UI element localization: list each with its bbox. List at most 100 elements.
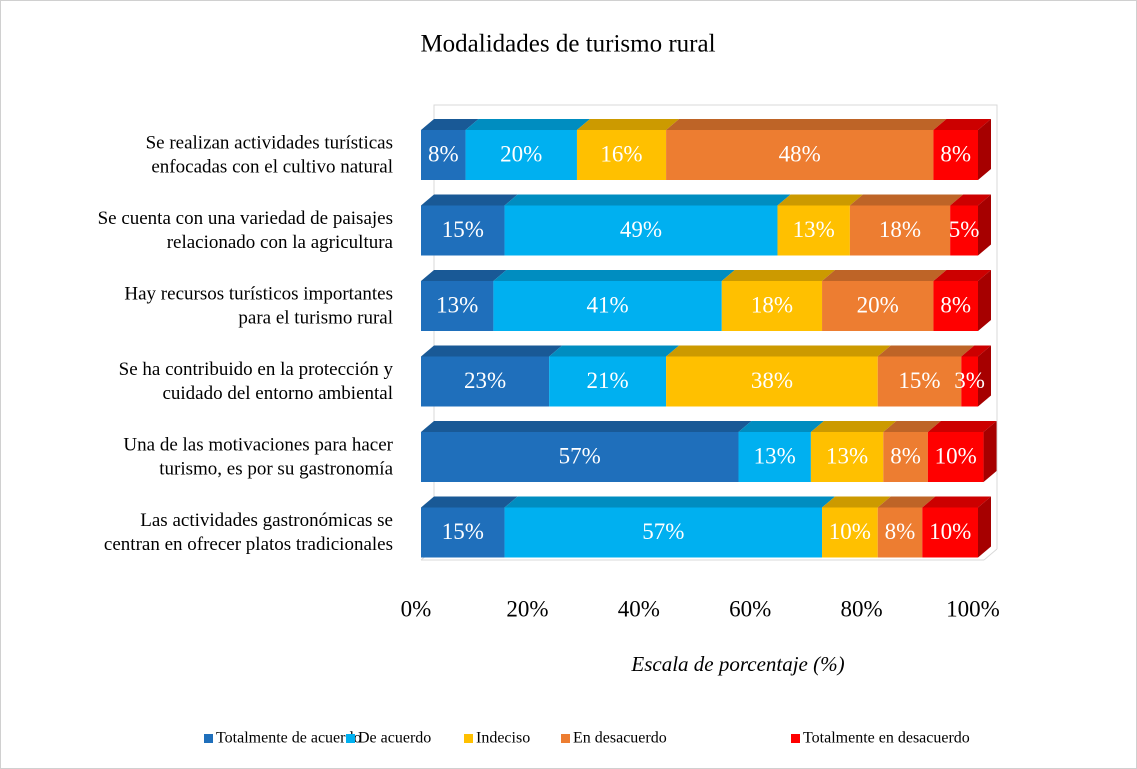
value-label: 10% xyxy=(929,519,971,544)
bar-top xyxy=(421,194,518,206)
bar xyxy=(738,432,811,482)
y-tick-label: Se cuenta con una variedad de paisajes xyxy=(98,208,393,229)
bar-top xyxy=(950,194,991,206)
y-tick-label: cuidado del entorno ambiental xyxy=(162,383,393,404)
value-label: 8% xyxy=(428,141,459,166)
bar xyxy=(822,281,934,331)
y-tick-label: turismo, es por su gastronomía xyxy=(159,458,393,479)
bar-side xyxy=(978,119,991,180)
bar-top xyxy=(576,119,680,130)
bar-top xyxy=(465,119,590,130)
legend-label: Totalmente de acuerdo xyxy=(216,730,361,747)
bar xyxy=(877,507,923,558)
value-label: 18% xyxy=(879,217,921,242)
bar-top xyxy=(822,496,891,508)
y-tick-label: relacionado con la agricultura xyxy=(167,232,394,253)
bar xyxy=(421,356,550,407)
chart-title: Modalidades de turismo rural xyxy=(420,31,715,58)
bar xyxy=(504,205,778,256)
y-tick-label: para el turismo rural xyxy=(238,307,393,328)
value-label: 15% xyxy=(442,519,484,544)
bar xyxy=(421,130,466,180)
legend-swatch xyxy=(561,734,570,743)
bar xyxy=(666,356,878,407)
bar xyxy=(493,281,722,331)
bar-side xyxy=(978,270,991,331)
value-label: 57% xyxy=(559,443,601,468)
value-label: 48% xyxy=(779,141,821,166)
legend-label: Indeciso xyxy=(476,730,530,747)
value-label: 20% xyxy=(500,141,542,166)
legend-swatch xyxy=(464,734,473,743)
value-label: 10% xyxy=(829,519,871,544)
bar-top xyxy=(504,194,791,206)
bar xyxy=(504,507,823,558)
y-tick-label: Hay recursos turísticos importantes xyxy=(124,283,393,304)
x-tick-label: 0% xyxy=(401,596,432,621)
x-tick-label: 60% xyxy=(729,596,771,621)
bar xyxy=(421,205,505,256)
y-tick-label: Las actividades gastronómicas se xyxy=(140,510,393,531)
value-label: 13% xyxy=(754,443,796,468)
x-tick-label: 20% xyxy=(506,596,548,621)
value-label: 38% xyxy=(751,368,793,393)
bar-top xyxy=(883,421,941,432)
bar-side xyxy=(978,345,991,407)
legend-label: De acuerdo xyxy=(358,730,431,747)
value-label: 18% xyxy=(751,292,793,317)
bar xyxy=(961,356,978,407)
legend-swatch xyxy=(346,734,355,743)
y-tick-label: Se ha contribuido en la protección y xyxy=(119,359,394,380)
bar xyxy=(666,130,934,180)
bar-top xyxy=(738,421,824,432)
bar xyxy=(822,507,878,558)
value-label: 13% xyxy=(793,217,835,242)
bar xyxy=(933,281,978,331)
bar xyxy=(421,281,494,331)
legend-label: Totalmente en desacuerdo xyxy=(803,730,970,747)
bar-top xyxy=(421,345,563,357)
bar-side xyxy=(978,496,991,558)
bar xyxy=(421,432,739,482)
bar-top xyxy=(933,270,991,281)
x-tick-label: 40% xyxy=(618,596,660,621)
bar xyxy=(721,281,823,331)
x-tick-label: 80% xyxy=(841,596,883,621)
value-label: 49% xyxy=(620,217,662,242)
bar-side xyxy=(978,194,991,256)
bar xyxy=(576,130,667,180)
legend-swatch xyxy=(204,734,213,743)
bar xyxy=(927,432,984,482)
bar-top xyxy=(877,496,936,508)
bar xyxy=(777,205,850,256)
plot-floor xyxy=(983,548,998,561)
bar xyxy=(933,130,978,180)
y-tick-label: enfocadas con el cultivo natural xyxy=(151,156,393,177)
value-label: 13% xyxy=(436,292,478,317)
value-label: 8% xyxy=(885,519,916,544)
bar-top xyxy=(822,270,947,281)
bar xyxy=(465,130,577,180)
value-label: 5% xyxy=(949,217,980,242)
legend-label: En desacuerdo xyxy=(573,730,667,747)
value-label: 16% xyxy=(600,141,642,166)
bar-top xyxy=(877,345,975,357)
y-tick-label: Una de las motivaciones para hacer xyxy=(123,434,393,455)
value-label: 3% xyxy=(954,368,985,393)
x-tick-label: 100% xyxy=(946,596,1000,621)
bar-top xyxy=(810,421,897,432)
x-axis-label: Escala de porcentaje (%) xyxy=(630,652,844,676)
value-label: 8% xyxy=(940,141,971,166)
legend-swatch xyxy=(791,734,800,743)
bar xyxy=(549,356,667,407)
value-label: 57% xyxy=(642,519,684,544)
bar-top xyxy=(666,345,891,357)
bar-top xyxy=(721,270,836,281)
value-label: 23% xyxy=(464,368,506,393)
bar-top xyxy=(922,496,991,508)
value-label: 15% xyxy=(898,368,940,393)
bar xyxy=(883,432,928,482)
bar-top xyxy=(933,119,991,130)
y-tick-label: Se realizan actividades turísticas xyxy=(146,132,393,153)
